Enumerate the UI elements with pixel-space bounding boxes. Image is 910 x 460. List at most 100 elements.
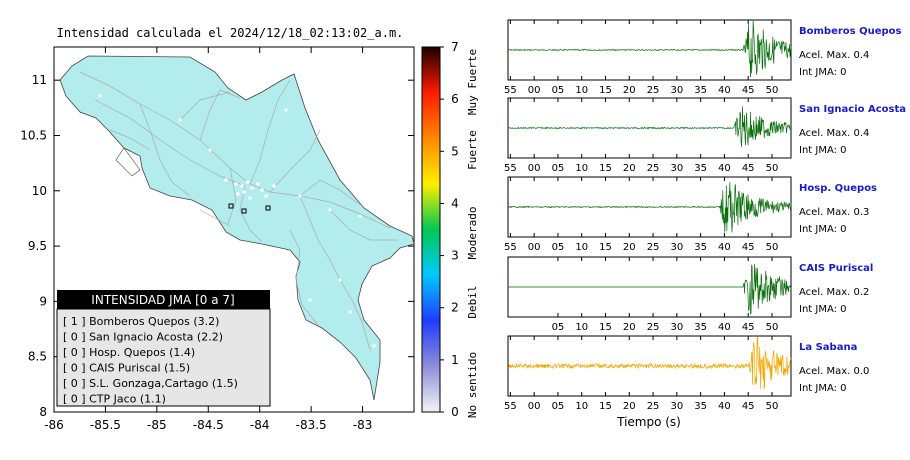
waveform-xtick: 55 — [504, 163, 517, 174]
waveform-xtick: 40 — [718, 322, 731, 333]
waveform-xtick: 25 — [647, 242, 660, 253]
colorbar-label: Fuerte — [466, 130, 479, 170]
station-int: Int JMA: 0 — [799, 383, 847, 394]
waveform-xtick: 10 — [575, 322, 588, 333]
colorbar-tick: 3 — [451, 249, 459, 263]
waveform-xtick: 20 — [623, 163, 636, 174]
map-title: Intensidad calculada el 2024/12/18_02:13… — [57, 26, 404, 40]
waveform-xtick: 25 — [647, 85, 660, 96]
map-xtick: -84 — [250, 418, 270, 432]
station-int: Int JMA: 0 — [799, 304, 847, 315]
waveform-xtick: 35 — [694, 163, 707, 174]
waveform-panel: 55 00 05 10 15 20 25 30 35 40 45 50 San Ignacio Acos… — [504, 97, 906, 174]
waveform-xtick: 50 — [766, 163, 779, 174]
map-xtick: -83.5 — [296, 418, 327, 432]
waveform-xtick: 40 — [718, 85, 731, 96]
intensity-legend: INTENSIDAD JMA [0 a 7] [ 1 ] Bomberos Qu… — [56, 290, 271, 407]
waveform-xtick: 15 — [599, 401, 612, 412]
map-ytick: 9.5 — [28, 239, 47, 253]
waveform-panel: 55 00 05 10 15 20 25 30 35 40 45 50 Hosp. Quepos Acel… — [504, 176, 877, 253]
station-int: Int JMA: 0 — [799, 224, 847, 235]
waveform-xtick: 50 — [766, 401, 779, 412]
map-xtick: -85.5 — [90, 418, 121, 432]
waveform-xtick: 55 — [504, 85, 517, 96]
waveform-xtick: 15 — [599, 85, 612, 96]
waveform-xtick: 30 — [670, 401, 683, 412]
station-name: CAIS Puriscal — [799, 263, 873, 274]
waveform-panel: 05 10 15 20 25 30 35 40 45 50 CAIS Puriscal Acel. M… — [507, 256, 873, 333]
waveform-xtick: 00 — [528, 85, 541, 96]
station-name: La Sabana — [799, 342, 857, 353]
map-xtick: -83 — [353, 418, 373, 432]
waveform-xtick: 05 — [552, 322, 565, 333]
waveform-xtick: 20 — [623, 401, 636, 412]
waveform-xtick: 10 — [575, 163, 588, 174]
waveform-xtick: 15 — [599, 163, 612, 174]
colorbar-tick: 6 — [451, 92, 459, 106]
waveform-xtick: 35 — [694, 401, 707, 412]
waveform-xtick: 00 — [528, 163, 541, 174]
waveform-xtick: 50 — [766, 85, 779, 96]
waveform-xtick: 25 — [647, 401, 660, 412]
map-axes: -86 -85.5 -85 -84.5 -84 -83.5 -83 11 10.5 10 9.5 9 8… — [20, 47, 414, 432]
waveform-xtick: 40 — [718, 242, 731, 253]
legend-row: [ 0 ] San Ignacio Acosta (2.2) — [63, 331, 223, 344]
colorbar-tick: 7 — [451, 40, 459, 54]
legend-row: [ 0 ] CAIS Puriscal (1.5) — [63, 362, 190, 375]
colorbar-tick: 4 — [451, 196, 459, 210]
waveform-xtick: 20 — [623, 85, 636, 96]
colorbar-label: No sentido — [466, 352, 479, 418]
waveform-xtick: 25 — [647, 163, 660, 174]
waveform-xtick: 55 — [504, 242, 517, 253]
map-xtick: -85 — [147, 418, 167, 432]
station-acel: Acel. Max. 0.4 — [799, 50, 869, 61]
waveform-xtick: 40 — [718, 401, 731, 412]
colorbar-label: Debil — [466, 285, 479, 318]
station-name: Bomberos Quepos — [799, 26, 902, 37]
waveform-trace — [508, 263, 792, 315]
waveform-xtick: 05 — [552, 401, 565, 412]
waveform-trace — [507, 20, 792, 78]
map-ytick: 10.5 — [20, 128, 47, 142]
waveform-trace — [507, 336, 792, 390]
station-marker — [228, 203, 234, 209]
waveform-xtick: 30 — [670, 163, 683, 174]
station-acel: Acel. Max. 0.3 — [799, 207, 869, 218]
waveform-xtick: 20 — [623, 322, 636, 333]
waveform-trace — [507, 182, 792, 233]
station-int: Int JMA: 0 — [799, 67, 847, 78]
map-ytick: 10 — [32, 184, 47, 198]
colorbar-tick: 1 — [451, 353, 459, 367]
waveform-panel: 55 00 05 10 15 20 25 30 35 40 45 50 La Sabana Acel. M… — [504, 335, 869, 412]
map-ytick: 8 — [39, 405, 47, 419]
station-marker — [241, 208, 247, 214]
station-name: Hosp. Quepos — [799, 183, 877, 194]
colorbar-tick: 0 — [451, 405, 459, 419]
colorbar-tick: 2 — [451, 301, 459, 315]
waveform-xtick: 05 — [552, 242, 565, 253]
waveform-panel: 55 00 05 10 15 20 25 30 35 40 45 50 Bomberos Quepos A… — [504, 19, 902, 96]
waveform-xtick: 50 — [766, 242, 779, 253]
waveform-xtick: 20 — [623, 242, 636, 253]
station-dots — [98, 94, 376, 348]
legend-row: [ 0 ] Hosp. Quepos (1.4) — [63, 346, 195, 359]
waveform-xtick: 05 — [552, 85, 565, 96]
legend-row: [ 0 ] CTP Jaco (1.1) — [63, 393, 166, 406]
waveform-xtick: 45 — [742, 85, 755, 96]
waveform-xtick: 40 — [718, 163, 731, 174]
colorbar-tick: 5 — [451, 144, 459, 158]
waveform-xtick: 05 — [552, 163, 565, 174]
waveform-xtick: 10 — [575, 85, 588, 96]
legend-title: INTENSIDAD JMA [0 a 7] — [91, 293, 234, 307]
waveform-xtick: 50 — [766, 322, 779, 333]
waveform-xlabel: Tiempo (s) — [616, 415, 681, 429]
waveform-xtick: 25 — [647, 322, 660, 333]
waveform-xtick: 55 — [504, 401, 517, 412]
waveform-xtick: 35 — [694, 242, 707, 253]
waveform-xtick: 45 — [742, 401, 755, 412]
waveform-xtick: 35 — [694, 85, 707, 96]
station-marker — [265, 205, 271, 211]
colorbar-label: Muy Fuerte — [466, 49, 479, 115]
waveform-xtick: 15 — [599, 242, 612, 253]
